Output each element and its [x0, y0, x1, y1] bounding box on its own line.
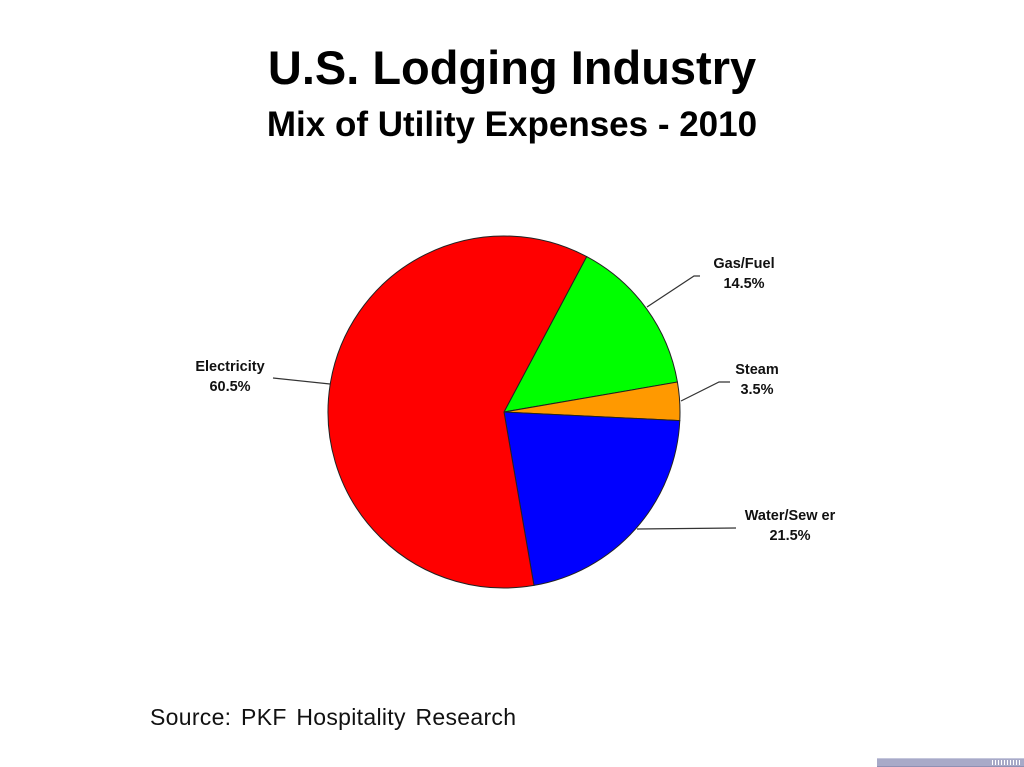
leader-line-water-sewer [636, 527, 737, 530]
label-steam: Steam 3.5% [728, 360, 786, 400]
chart-title: U.S. Lodging Industry [267, 41, 757, 94]
label-gas-fuel-name: Gas/Fuel [713, 256, 775, 272]
slice-water-sewer [503, 411, 681, 587]
label-steam-pct: 3.5% [740, 382, 774, 398]
scrollbar-grip[interactable] [992, 760, 1022, 765]
label-water-sewer-name: Water/Sew er [744, 508, 836, 524]
pie-slices [327, 235, 681, 589]
slice-gas-fuel [503, 255, 679, 413]
label-steam-name: Steam [735, 362, 779, 378]
label-electricity-pct: 60.5% [209, 379, 251, 395]
leader-line-electricity [272, 377, 331, 385]
horizontal-scrollbar[interactable] [877, 758, 1024, 767]
slice-electricity [327, 235, 588, 589]
label-electricity-name: Electricity [195, 359, 265, 375]
label-gas-fuel: Gas/Fuel 14.5% [702, 254, 786, 294]
leader-line-steam [680, 381, 730, 402]
chart-subtitle: Mix of Utility Expenses - 2010 [266, 105, 758, 144]
label-water-sewer: Water/Sew er 21.5% [734, 506, 846, 546]
label-electricity: Electricity 60.5% [186, 357, 274, 397]
source-note: Source: PKF Hospitality Research [150, 704, 517, 730]
leader-lines [272, 275, 737, 530]
label-gas-fuel-pct: 14.5% [723, 276, 765, 292]
label-water-sewer-pct: 21.5% [769, 528, 811, 544]
leader-line-gas-fuel [646, 275, 700, 308]
